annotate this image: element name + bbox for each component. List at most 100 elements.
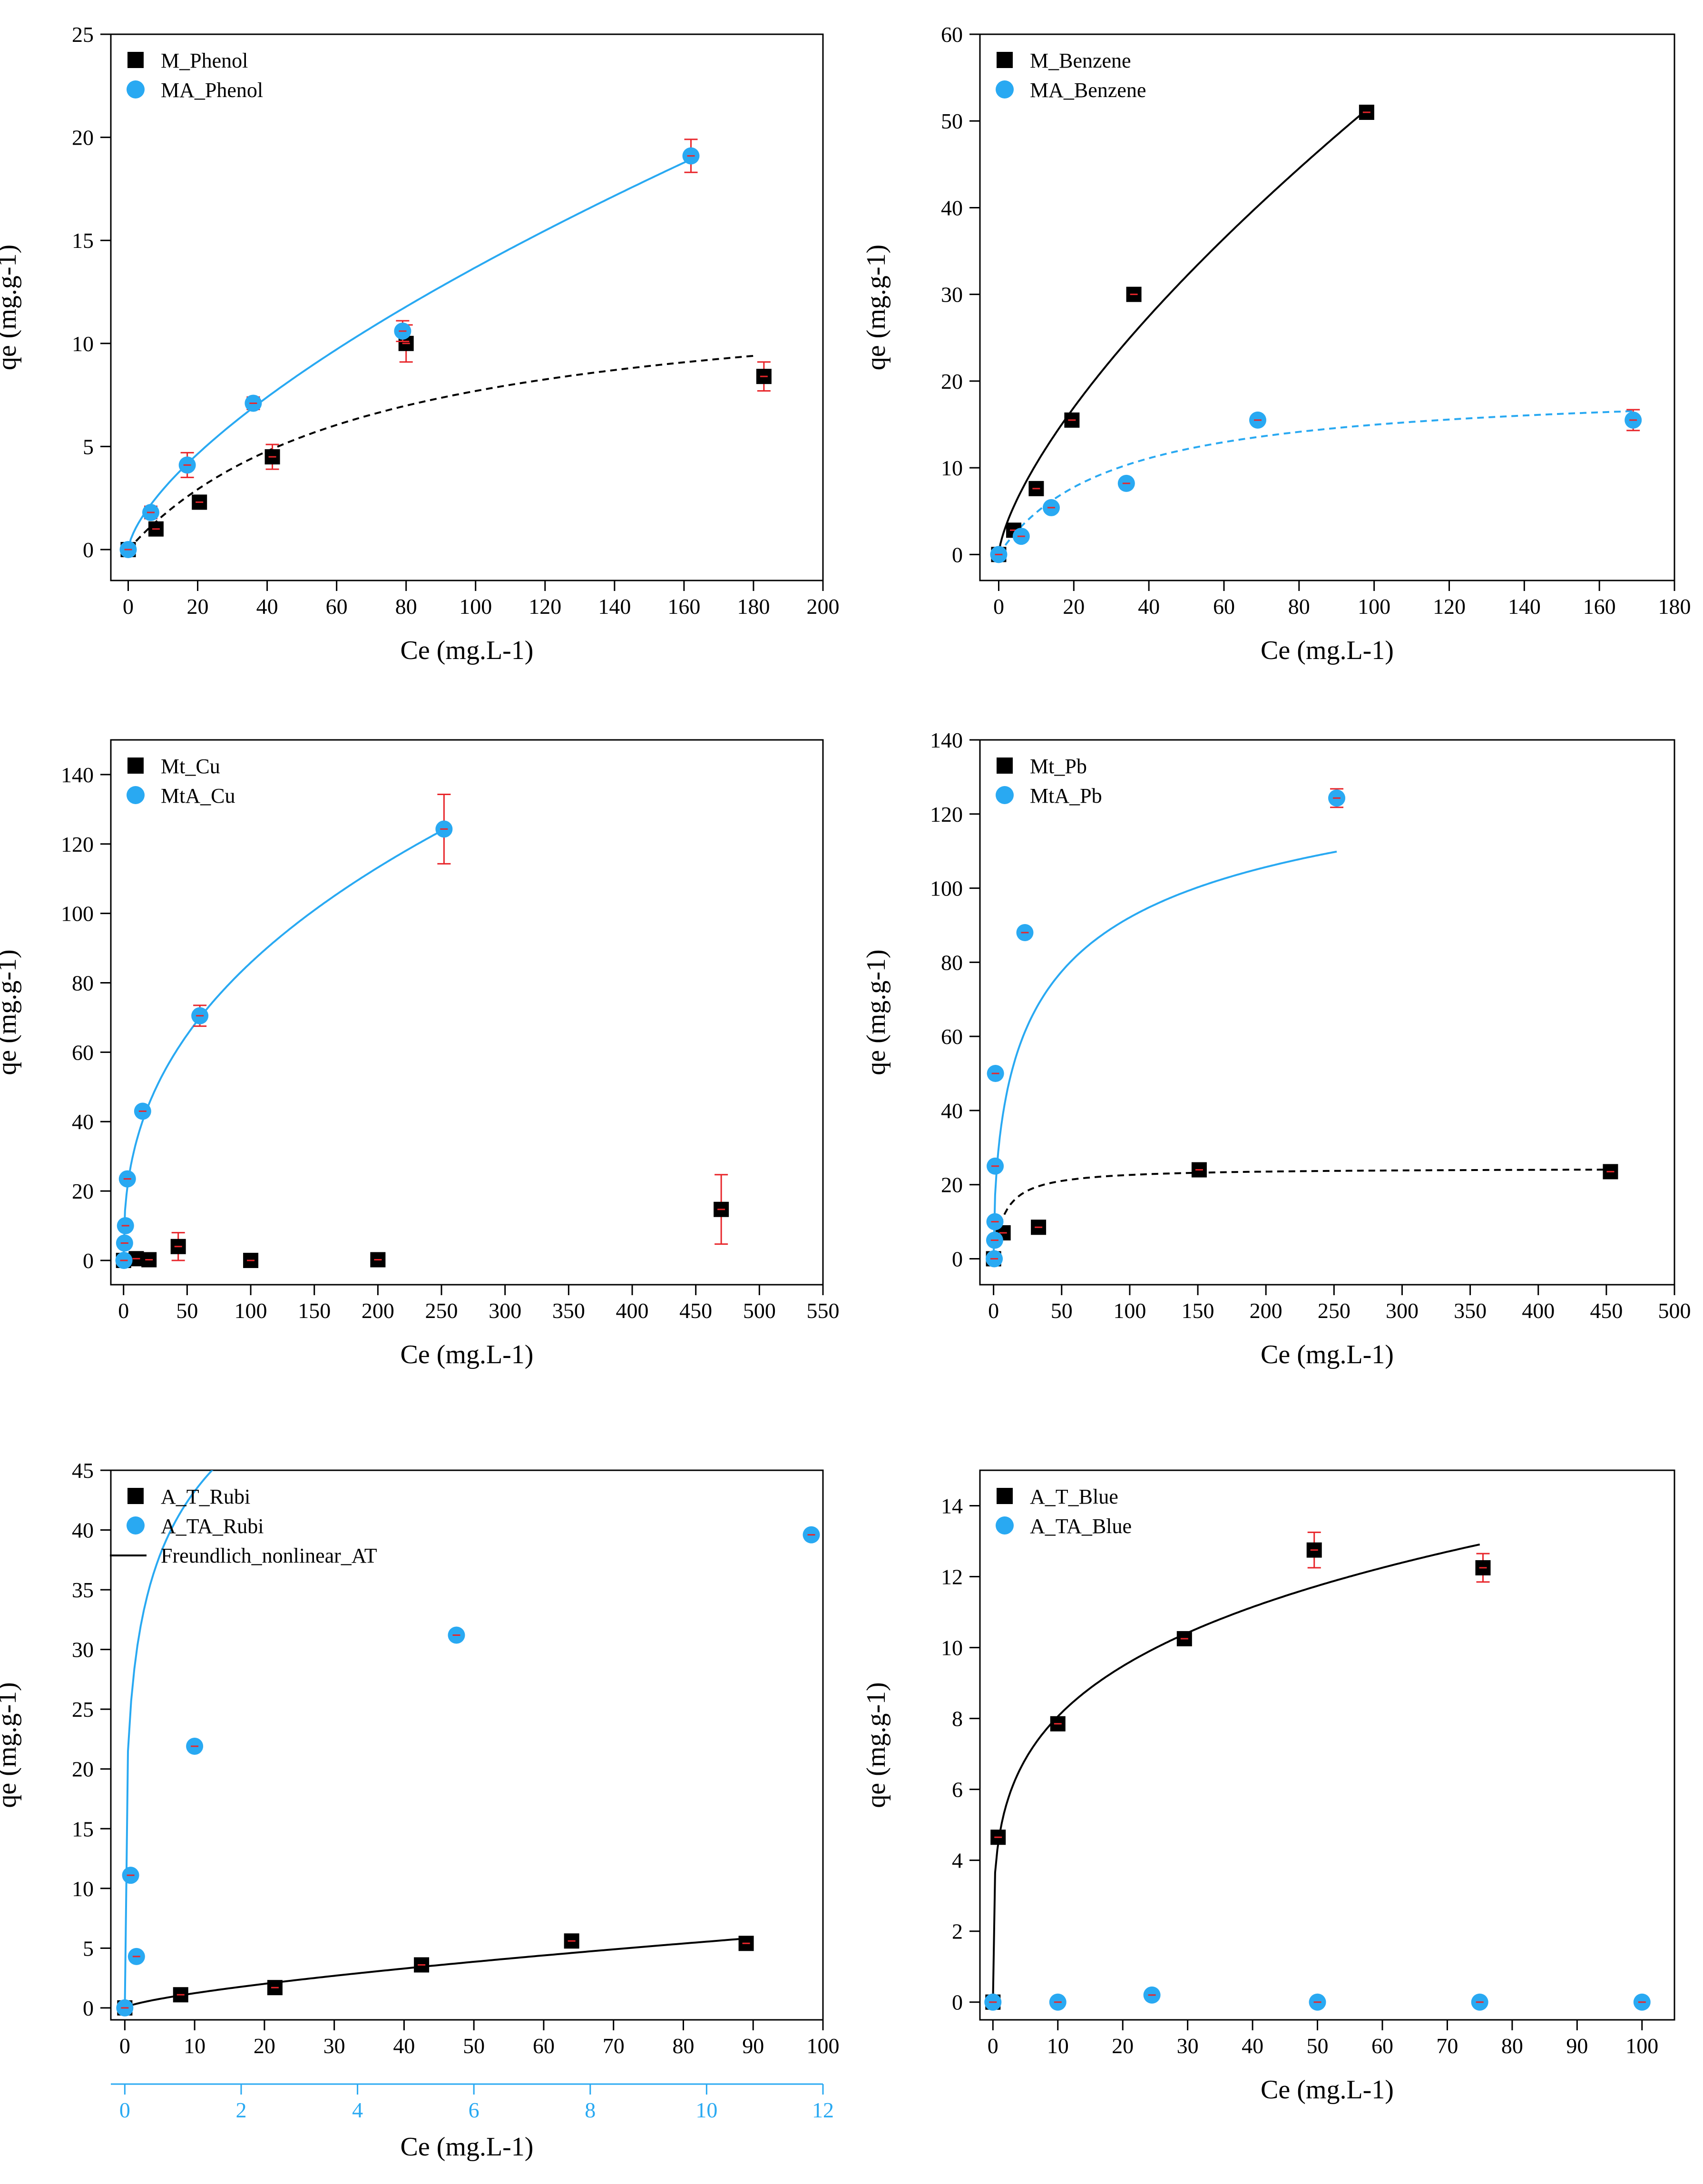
data-point-A_TA_Rubi [803, 1526, 820, 1544]
y-tick-label: 40 [941, 1099, 963, 1123]
y-axis-label: qe (mg.g-1) [861, 245, 891, 370]
data-point-MA_Phenol [119, 541, 137, 559]
data-point-MtA_Pb [986, 1231, 1003, 1249]
x2-tick-label: 6 [469, 2098, 480, 2122]
data-point-MtA_Cu [115, 1251, 133, 1269]
x-tick-label: 30 [323, 2034, 345, 2058]
x-tick-label: 40 [393, 2034, 415, 2058]
data-point-Mt_Cu [170, 1232, 186, 1261]
data-point-MtA_Pb [987, 1065, 1004, 1082]
y-tick-label: 120 [930, 802, 963, 826]
y-tick-label: 0 [952, 1990, 963, 2015]
x-tick-label: 250 [1318, 1299, 1351, 1323]
chart-panel-p3: 0 50 100 150 200 250 300 350 400 450 500 550 0 20 40 60… [0, 739, 840, 1369]
x-tick-label: 60 [1371, 2034, 1393, 2058]
x-tick-label: 60 [1213, 594, 1235, 619]
x-tick-label: 400 [1522, 1299, 1555, 1323]
data-point-MtA_Pb [986, 1213, 1004, 1230]
x-tick-label: 20 [187, 594, 209, 619]
x-axis-label: Ce (mg.L-1) [401, 636, 534, 665]
y-tick-label: 40 [72, 1110, 94, 1134]
x-tick-label: 50 [176, 1299, 198, 1323]
data-point-A_TA_Blue [1049, 1993, 1067, 2011]
legend-marker-square [997, 758, 1013, 774]
y-tick-label: 25 [72, 1697, 94, 1722]
y-tick-label: 8 [952, 1707, 963, 1731]
legend-marker-circle [127, 1516, 145, 1535]
data-point-A_TA_Blue [984, 1993, 1002, 2011]
x-tick-label: 80 [1288, 594, 1310, 619]
y-tick-label: 20 [72, 1179, 94, 1203]
data-point-Mt_Pb [1603, 1164, 1618, 1180]
fit-curve-MA_Benzene [998, 410, 1634, 555]
data-point-MtA_Pb [1328, 788, 1346, 808]
legend-marker-circle [996, 80, 1014, 98]
y-tick-label: 10 [941, 1636, 963, 1660]
y-tick-label: 15 [72, 1817, 94, 1841]
data-point-A_TA_Blue [1309, 1993, 1326, 2011]
x2-tick-label: 4 [352, 2098, 363, 2122]
y-tick-label: 0 [952, 542, 963, 567]
y-tick-label: 5 [83, 434, 94, 459]
x-tick-label: 100 [807, 2034, 840, 2058]
data-point-MA_Benzene [1117, 474, 1135, 492]
y-tick-label: 10 [941, 456, 963, 480]
y-tick-label: 60 [941, 22, 963, 47]
data-point-MtA_Pb [987, 1157, 1004, 1175]
data-point-M_Phenol [148, 521, 164, 537]
data-point-A_T_Blue [1306, 1531, 1322, 1569]
x-tick-label: 300 [1386, 1299, 1419, 1323]
x-tick-label: 90 [742, 2034, 764, 2058]
x-tick-label: 60 [326, 594, 348, 619]
y-tick-label: 60 [941, 1024, 963, 1049]
legend-marker-circle [127, 80, 145, 98]
y-tick-label: 40 [72, 1518, 94, 1543]
x-tick-label: 550 [807, 1299, 840, 1323]
x-tick-label: 500 [1658, 1299, 1691, 1323]
data-point-MtA_Cu [191, 1004, 209, 1027]
x-axis-label: Ce (mg.L-1) [1261, 636, 1394, 665]
x-tick-label: 500 [743, 1299, 776, 1323]
x2-tick-label: 0 [119, 2098, 130, 2122]
x-tick-label: 100 [1625, 2034, 1658, 2058]
plot-frame [110, 33, 824, 581]
data-point-A_TA_Rubi [127, 1948, 145, 1965]
x-tick-label: 200 [1250, 1299, 1282, 1323]
y-axis-label: qe (mg.g-1) [0, 245, 22, 370]
x-axis-label: Ce (mg.L-1) [1261, 2075, 1394, 2105]
x-tick-label: 0 [118, 1299, 129, 1323]
data-point-MA_Benzene [1012, 528, 1030, 545]
y-tick-label: 40 [941, 196, 963, 220]
legend-label: A_TA_Blue [1030, 1515, 1132, 1538]
y-tick-label: 20 [72, 126, 94, 150]
x-tick-label: 0 [123, 594, 134, 619]
y-tick-label: 35 [72, 1578, 94, 1602]
data-point-A_TA_Blue [1471, 1993, 1488, 2011]
y-tick-label: 10 [72, 1877, 94, 1901]
x-tick-label: 40 [256, 594, 278, 619]
data-point-MA_Phenol [178, 452, 196, 478]
fit-curve-MtA_Cu [122, 828, 445, 1260]
x2-tick-label: 8 [585, 2098, 596, 2122]
y-tick-label: 20 [72, 1757, 94, 1781]
fit-curve-A_T_Blue [992, 1543, 1480, 2002]
y-tick-label: 15 [72, 228, 94, 253]
x-tick-label: 80 [672, 2034, 694, 2058]
data-point-MtA_Pb [986, 1250, 1003, 1268]
x-tick-label: 450 [679, 1299, 712, 1323]
data-point-A_T_Rubi [173, 1987, 188, 2003]
data-point-A_T_Rubi [414, 1957, 430, 1973]
y-tick-label: 0 [83, 538, 94, 562]
data-point-A_TA_Blue [1143, 1986, 1161, 2004]
x2-tick-label: 10 [695, 2098, 717, 2122]
y-tick-label: 140 [61, 763, 94, 787]
y-tick-label: 20 [941, 369, 963, 394]
data-point-A_TA_Rubi [186, 1738, 204, 1755]
legend-label: A_TA_Rubi [161, 1515, 264, 1538]
y-tick-label: 120 [61, 832, 94, 856]
y-tick-label: 100 [930, 876, 963, 901]
data-point-M_Benzene [1359, 105, 1374, 120]
y-tick-label: 6 [952, 1778, 963, 1802]
x-tick-label: 60 [533, 2034, 555, 2058]
legend-marker-circle [996, 1516, 1014, 1535]
